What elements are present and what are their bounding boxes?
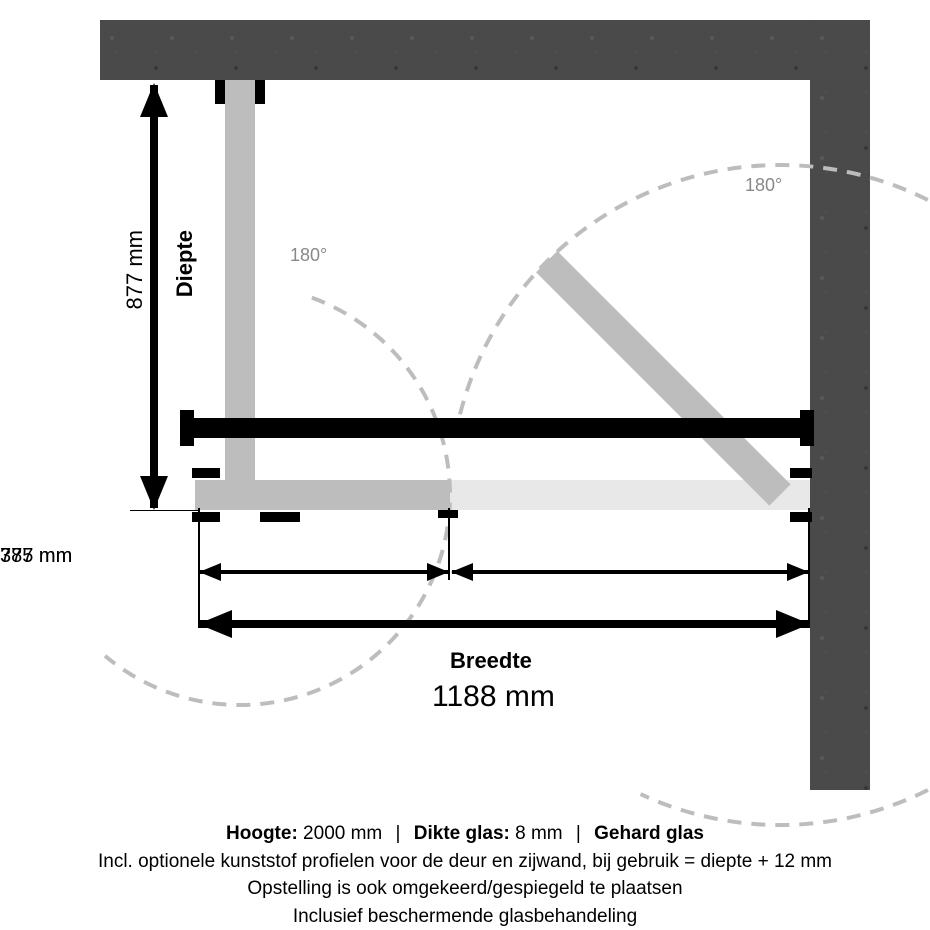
wall-right	[810, 20, 870, 790]
glass-front-fixed	[195, 480, 450, 510]
cap1-b2: Gehard glas	[594, 823, 704, 844]
ext-line-1	[198, 508, 200, 628]
ext-line-3	[808, 508, 810, 628]
cap-sep-2: |	[568, 823, 589, 844]
cap1-b0: Hoogte:	[226, 823, 298, 844]
corner-bracket-3	[260, 512, 300, 522]
dim-width-arrow-r	[776, 610, 810, 638]
top-bracket-1	[215, 80, 225, 104]
caption-block: Hoogte: 2000 mm | Dikte glas: 8 mm | Geh…	[0, 820, 930, 930]
glass-door-open	[536, 251, 791, 506]
dim-seg-left-line	[200, 570, 448, 574]
top-bracket-2	[255, 80, 265, 104]
caption-line-3: Opstelling is ook omgekeerd/gespiegeld t…	[0, 875, 930, 903]
dim-width-value: 1188 mm	[432, 680, 555, 714]
cap1-t1: 8 mm	[510, 823, 563, 844]
caption-line-4: Inclusief beschermende glasbehandeling	[0, 903, 930, 930]
glass-side-panel	[225, 80, 255, 510]
dim-seg-right-arrow-r	[787, 563, 809, 581]
dim-width-label: Breedte	[450, 648, 532, 674]
angle-label-left: 180°	[290, 245, 327, 266]
dim-seg-right-arrow-l	[451, 563, 473, 581]
corner-bracket-2	[192, 512, 220, 522]
hinge-1	[790, 468, 812, 478]
dim-seg-right-value: 787 mm	[0, 545, 72, 568]
cap1-b1: Dikte glas:	[414, 823, 510, 844]
cap-sep-1: |	[388, 823, 409, 844]
dim-depth-value: 877 mm	[122, 230, 148, 309]
dim-depth-line	[150, 85, 158, 508]
dim-depth-arrow-down	[140, 476, 168, 510]
cap1-t0: 2000 mm	[298, 823, 382, 844]
dim-width-arrow-l	[198, 610, 232, 638]
angle-label-right: 180°	[745, 175, 782, 196]
caption-line-2: Incl. optionele kunststof profielen voor…	[0, 848, 930, 876]
dim-depth-arrow-up	[140, 83, 168, 117]
wall-top	[100, 20, 870, 80]
bar-end-right	[800, 410, 814, 446]
caption-line-1: Hoogte: 2000 mm | Dikte glas: 8 mm | Geh…	[0, 820, 930, 848]
dim-seg-right-line	[452, 570, 808, 574]
dim-seg-left-arrow-l	[199, 563, 221, 581]
bar-end-left	[180, 410, 194, 446]
dim-depth-label: Diepte	[172, 230, 198, 297]
dim-width-line	[200, 620, 808, 628]
corner-bracket-1	[192, 468, 220, 478]
support-bar	[188, 418, 810, 438]
diagram-stage: { "canvas": { "w": 930, "h": 930, "bg": …	[0, 0, 930, 930]
ext-line-2	[448, 508, 450, 580]
swing-arcs	[0, 0, 930, 930]
dim-seg-left-arrow-r	[427, 563, 449, 581]
dim-depth-ext	[130, 510, 200, 511]
